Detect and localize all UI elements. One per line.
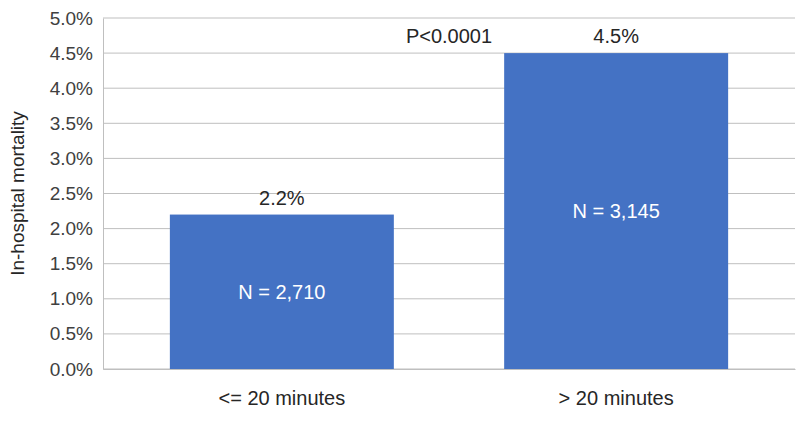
y-tick: 1.5% — [50, 253, 103, 274]
x-axis: <= 20 minutes > 20 minutes — [104, 369, 796, 409]
y-axis: 0.0% 0.5% 1.0% 1.5% 2.0% 2.5% 3.0% 3.5% 4.0% 4.5%… — [50, 8, 104, 380]
x-tick: <= 20 minutes — [218, 369, 345, 409]
bars — [170, 53, 728, 369]
annotation: P<0.0001 — [406, 25, 492, 47]
y-tick: 5.0% — [50, 8, 103, 29]
labels: 2.2% 4.5% N = 2,710 N = 3,145 P<0.0001 — [238, 25, 660, 303]
y-tick: 1.0% — [50, 288, 103, 309]
y-tick: 3.0% — [50, 148, 103, 169]
y-tick-label: 2.0% — [50, 218, 93, 239]
x-tick-label: > 20 minutes — [559, 387, 674, 409]
x-tick-label: <= 20 minutes — [218, 387, 345, 409]
data-label: 4.5% — [593, 25, 639, 47]
y-tick: 4.5% — [50, 43, 103, 64]
y-tick-label: 0.5% — [50, 323, 93, 344]
chart: 0.0% 0.5% 1.0% 1.5% 2.0% 2.5% 3.0% 3.5% 4.0% 4.5%… — [0, 0, 800, 422]
grid-line — [103, 18, 795, 19]
y-tick-label: 1.0% — [50, 288, 93, 309]
y-tick: 3.5% — [50, 113, 103, 134]
y-tick: 2.0% — [50, 218, 103, 239]
y-tick-label: 4.5% — [50, 43, 93, 64]
y-tick-label: 4.0% — [50, 78, 93, 99]
plot: 0.0% 0.5% 1.0% 1.5% 2.0% 2.5% 3.0% 3.5% 4.0% 4.5%… — [50, 8, 796, 410]
y-tick-label: 3.0% — [50, 148, 93, 169]
y-tick-label: 2.5% — [50, 183, 93, 204]
grid — [103, 18, 795, 369]
data-label: 2.2% — [259, 187, 305, 209]
y-tick: 2.5% — [50, 183, 103, 204]
bar — [504, 53, 728, 369]
y-tick: 0.0% — [50, 359, 103, 380]
n-label: N = 3,145 — [573, 200, 660, 222]
n-label: N = 2,710 — [238, 281, 325, 303]
x-tick: > 20 minutes — [559, 369, 674, 409]
y-tick-label: 5.0% — [50, 8, 93, 29]
bar — [170, 215, 394, 369]
y-tick: 0.5% — [50, 323, 103, 344]
y-tick-label: 1.5% — [50, 253, 93, 274]
y-tick-label: 3.5% — [50, 113, 93, 134]
y-axis-title: In-hospital mortality — [7, 111, 28, 276]
y-axis-line — [103, 19, 104, 370]
x-axis-line — [104, 369, 796, 370]
y-tick: 4.0% — [50, 78, 103, 99]
y-tick-label: 0.0% — [50, 359, 93, 380]
